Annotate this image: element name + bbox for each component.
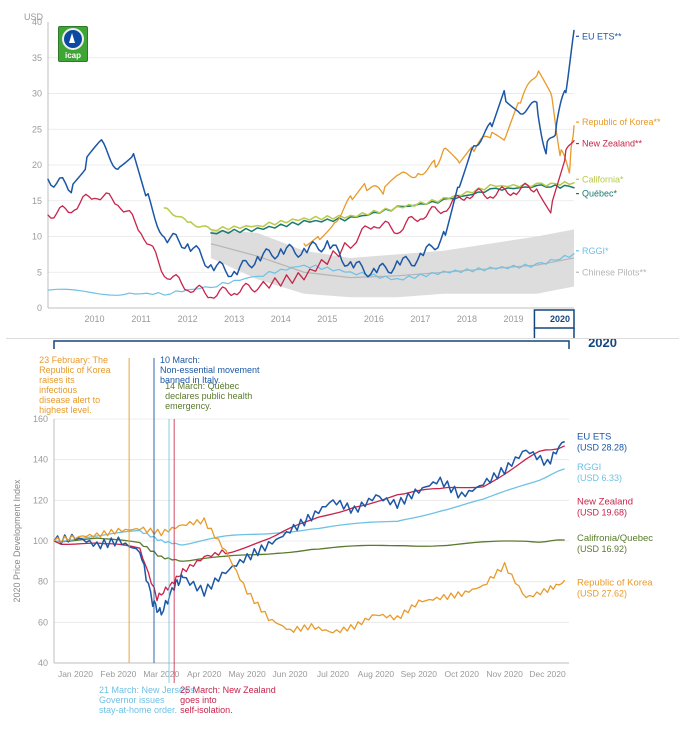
chart-container: icap USD05101520253035402010201120122013… xyxy=(0,0,685,744)
bottom-chart-svg: 2020 40 60 80 100 120 140 160 2020 Price Develop… xyxy=(6,339,679,719)
svg-text:(USD 27.62): (USD 27.62) xyxy=(577,589,627,599)
svg-text:100: 100 xyxy=(33,536,48,546)
svg-text:40: 40 xyxy=(38,658,48,668)
svg-text:2012: 2012 xyxy=(178,314,198,324)
svg-text:Oct 2020: Oct 2020 xyxy=(444,669,479,679)
svg-text:40: 40 xyxy=(32,17,42,27)
svg-text:New Zealand**: New Zealand** xyxy=(582,139,643,149)
svg-text:(USD 28.28): (USD 28.28) xyxy=(577,442,627,452)
svg-text:15: 15 xyxy=(32,196,42,206)
svg-text:Québec*: Québec* xyxy=(582,189,618,199)
svg-text:14 March: Québecdeclares publi: 14 March: Québecdeclares public healthem… xyxy=(165,381,252,411)
svg-text:80: 80 xyxy=(38,577,48,587)
svg-text:Republic of Korea**: Republic of Korea** xyxy=(582,117,661,127)
svg-text:120: 120 xyxy=(33,495,48,505)
svg-text:25 March: New Zealandgoes into: 25 March: New Zealandgoes intoself-isola… xyxy=(180,685,276,715)
svg-text:Califronia/Quebec: Califronia/Quebec xyxy=(577,533,653,544)
svg-text:2014: 2014 xyxy=(271,314,291,324)
svg-text:EU ETS: EU ETS xyxy=(577,431,611,442)
svg-text:25: 25 xyxy=(32,124,42,134)
svg-text:2020: 2020 xyxy=(550,314,570,324)
svg-text:2015: 2015 xyxy=(317,314,337,324)
svg-text:Nov 2020: Nov 2020 xyxy=(486,669,523,679)
svg-text:2010: 2010 xyxy=(85,314,105,324)
svg-text:EU ETS**: EU ETS** xyxy=(582,31,622,41)
svg-text:Aug 2020: Aug 2020 xyxy=(358,669,395,679)
svg-text:35: 35 xyxy=(32,53,42,63)
svg-text:New Zealand: New Zealand xyxy=(577,496,633,507)
svg-text:2013: 2013 xyxy=(224,314,244,324)
svg-text:5: 5 xyxy=(37,267,42,277)
svg-text:23 February: TheRepublic of Ko: 23 February: TheRepublic of Korearaises … xyxy=(39,355,111,415)
svg-text:Dec 2020: Dec 2020 xyxy=(529,669,566,679)
svg-text:2017: 2017 xyxy=(410,314,430,324)
svg-text:2020 Price Development Index: 2020 Price Development Index xyxy=(12,479,22,603)
icap-label: icap xyxy=(65,51,81,60)
svg-text:Feb 2020: Feb 2020 xyxy=(100,669,136,679)
svg-text:30: 30 xyxy=(32,89,42,99)
svg-text:May 2020: May 2020 xyxy=(228,669,266,679)
bottom-chart: 2020 40 60 80 100 120 140 160 2020 Price Develop… xyxy=(6,339,679,719)
svg-text:RGGI: RGGI xyxy=(577,462,601,473)
svg-text:2011: 2011 xyxy=(131,314,150,324)
svg-text:20: 20 xyxy=(32,160,42,170)
svg-text:160: 160 xyxy=(33,414,48,424)
svg-text:2016: 2016 xyxy=(364,314,384,324)
svg-text:140: 140 xyxy=(33,455,48,465)
svg-text:2020: 2020 xyxy=(588,339,617,350)
svg-text:10: 10 xyxy=(32,232,42,242)
svg-text:Apr 2020: Apr 2020 xyxy=(187,669,222,679)
svg-text:Jan 2020: Jan 2020 xyxy=(58,669,93,679)
svg-text:Republic of Korea: Republic of Korea xyxy=(577,578,653,589)
top-chart-svg: USD0510152025303540201020112012201320142… xyxy=(6,8,679,338)
icap-logo: icap xyxy=(58,26,88,62)
svg-text:Sep 2020: Sep 2020 xyxy=(401,669,438,679)
svg-text:(USD 6.33): (USD 6.33) xyxy=(577,473,622,483)
svg-text:Chinese Pilots**: Chinese Pilots** xyxy=(582,267,647,277)
svg-text:Jun 2020: Jun 2020 xyxy=(273,669,308,679)
svg-text:(USD 19.68): (USD 19.68) xyxy=(577,507,627,517)
icap-icon xyxy=(62,28,84,50)
svg-text:(USD 16.92): (USD 16.92) xyxy=(577,544,627,554)
svg-text:Jul 2020: Jul 2020 xyxy=(317,669,349,679)
svg-text:California*: California* xyxy=(582,174,624,184)
svg-text:0: 0 xyxy=(37,303,42,313)
svg-text:2018: 2018 xyxy=(457,314,477,324)
svg-text:2019: 2019 xyxy=(503,314,523,324)
svg-text:60: 60 xyxy=(38,617,48,627)
svg-text:RGGI*: RGGI* xyxy=(582,246,609,256)
top-chart: icap USD05101520253035402010201120122013… xyxy=(6,8,679,339)
